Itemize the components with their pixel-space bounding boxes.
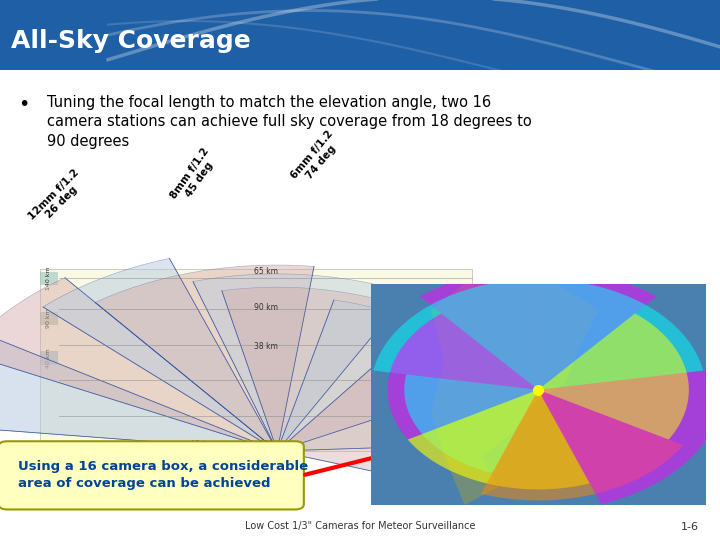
Polygon shape	[539, 369, 720, 504]
Text: 8mm f/1.2
45 deg: 8mm f/1.2 45 deg	[168, 146, 220, 207]
Text: 100 km: 100 km	[259, 440, 288, 449]
Polygon shape	[193, 274, 408, 451]
Text: Low Cost 1/3" Cameras for Meteor Surveillance: Low Cost 1/3" Cameras for Meteor Surveil…	[245, 522, 475, 531]
Text: 65 km: 65 km	[254, 267, 279, 276]
Bar	[40, 269, 472, 451]
Polygon shape	[387, 313, 539, 440]
Polygon shape	[43, 259, 277, 451]
Polygon shape	[374, 279, 539, 390]
Polygon shape	[408, 390, 590, 489]
Bar	[40, 352, 58, 365]
Text: 90 km: 90 km	[46, 308, 50, 328]
Text: 38 km: 38 km	[254, 342, 279, 352]
Polygon shape	[539, 279, 703, 390]
Bar	[40, 312, 58, 325]
Text: 6mm f/1.2
74 deg: 6mm f/1.2 74 deg	[289, 129, 344, 188]
FancyBboxPatch shape	[0, 441, 304, 509]
Polygon shape	[539, 313, 689, 440]
Text: 40 km: 40 km	[189, 440, 214, 449]
Polygon shape	[481, 390, 683, 501]
Polygon shape	[431, 284, 598, 505]
Polygon shape	[405, 374, 539, 473]
Polygon shape	[0, 278, 277, 451]
Text: •: •	[18, 94, 30, 113]
Polygon shape	[0, 326, 277, 451]
Text: 140 km: 140 km	[46, 267, 50, 290]
Text: Using a 16 camera box, a considerable
area of coverage can be achieved: Using a 16 camera box, a considerable ar…	[18, 461, 308, 490]
Text: Tuning the focal length to match the elevation angle, two 16
camera stations can: Tuning the focal length to match the ele…	[47, 94, 531, 149]
Polygon shape	[222, 287, 513, 451]
Text: 40 km: 40 km	[46, 348, 50, 368]
Polygon shape	[277, 332, 515, 498]
Polygon shape	[420, 268, 657, 390]
Text: 1-6: 1-6	[680, 522, 698, 531]
Text: 12mm f/1.2
26 deg: 12mm f/1.2 26 deg	[27, 167, 89, 230]
Text: All-Sky Coverage: All-Sky Coverage	[11, 29, 251, 53]
Text: 90 km: 90 km	[254, 302, 279, 312]
Polygon shape	[95, 265, 314, 451]
Bar	[40, 272, 58, 285]
Polygon shape	[277, 300, 529, 451]
